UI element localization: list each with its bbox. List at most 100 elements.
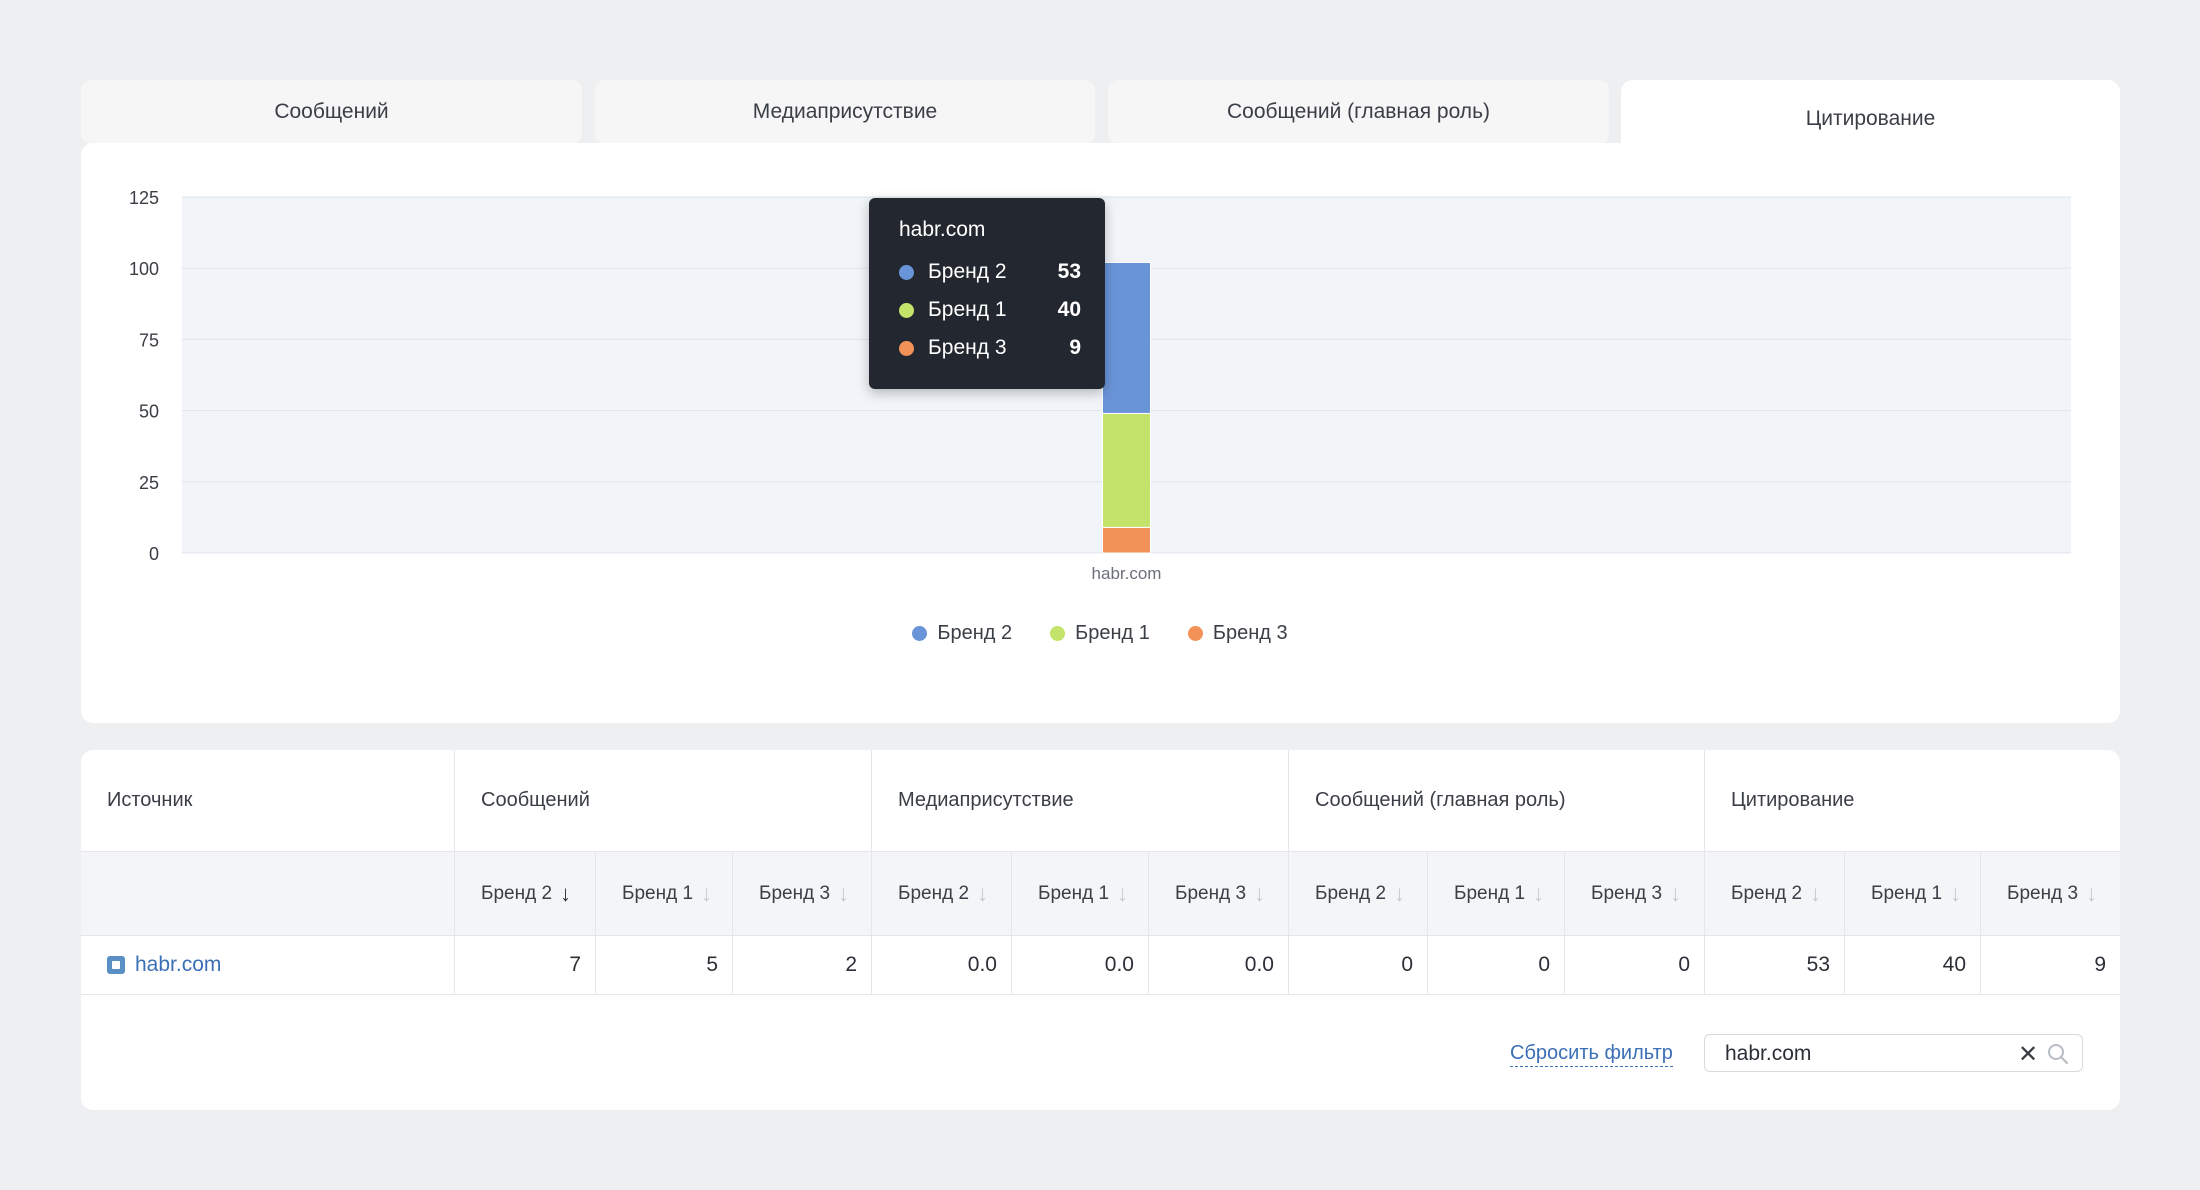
sort-arrow-icon: ↓ xyxy=(977,881,989,906)
search-input[interactable] xyxy=(1723,1039,2007,1069)
sort-arrow-icon: ↓ xyxy=(1254,881,1266,906)
tab-messages-main-role[interactable]: Сообщений (главная роль) xyxy=(1108,80,1609,144)
table-cell: 2 xyxy=(733,936,872,994)
legend-item-brand1[interactable]: Бренд 1 xyxy=(1050,622,1150,645)
sub-header-label: Бренд 3 xyxy=(1175,883,1247,904)
table-cell: 40 xyxy=(1845,936,1981,994)
table-cell: 7 xyxy=(455,936,596,994)
tooltip-label: Бренд 1 xyxy=(928,298,1007,321)
search-icon[interactable] xyxy=(2047,1043,2069,1065)
sub-header-row: Бренд 2 ↓ Бренд 1 ↓ Бренд 3 ↓ Бренд 2 ↓ Брен… xyxy=(81,851,2120,936)
tooltip-row: Бренд 2 53 xyxy=(899,259,1081,285)
sub-header-label: Бренд 1 xyxy=(1871,883,1943,904)
bar-segment xyxy=(1102,526,1151,554)
habr-favicon-icon xyxy=(107,956,125,974)
sort-header-brand1[interactable]: Бренд 1 ↓ xyxy=(1428,852,1565,936)
sort-arrow-icon: ↓ xyxy=(701,881,713,906)
sort-header-brand3[interactable]: Бренд 3 ↓ xyxy=(1149,852,1289,936)
y-tick-label: 125 xyxy=(129,188,159,208)
legend-item-brand3[interactable]: Бренд 3 xyxy=(1187,622,1288,645)
sort-header-brand3[interactable]: Бренд 3 ↓ xyxy=(1981,852,2120,936)
sub-header-label: Бренд 3 xyxy=(2007,883,2079,904)
sort-arrow-icon: ↓ xyxy=(1950,881,1962,906)
legend-label: Бренд 3 xyxy=(1212,622,1288,644)
sub-header-label: Бренд 2 xyxy=(1731,883,1803,904)
sort-arrow-icon: ↓ xyxy=(1810,881,1822,906)
group-header-citation: Цитирование xyxy=(1731,789,1855,811)
tab-bar: Сообщений Медиаприсутствие Сообщений (гл… xyxy=(81,80,2120,158)
column-header-source[interactable]: Источник xyxy=(81,750,455,851)
chart-tooltip: habr.com Бренд 2 53 Бренд 1 40 Бренд 3 9 xyxy=(869,198,1105,389)
y-tick-label: 75 xyxy=(139,330,159,350)
series-dot-icon xyxy=(1187,626,1203,641)
sort-arrow-icon: ↓ xyxy=(1394,881,1406,906)
sub-header-label: Бренд 1 xyxy=(1454,883,1526,904)
table-cell: 0 xyxy=(1289,936,1428,994)
sub-header-label: Бренд 3 xyxy=(759,883,831,904)
sub-header-label: Бренд 2 xyxy=(481,883,553,904)
group-header-messages: Сообщений xyxy=(455,750,872,851)
table-cell: 0.0 xyxy=(1149,936,1289,994)
table-cell: 0 xyxy=(1428,936,1565,994)
table-row: habr.com 7 5 2 0.0 0.0 0.0 0 0 0 53 40 9 xyxy=(81,936,2120,995)
group-header-media-presence: Медиаприсутствие xyxy=(872,750,1289,851)
legend-label: Бренд 1 xyxy=(1075,622,1150,644)
tab-citation[interactable]: Цитирование xyxy=(1621,80,2120,158)
chart-legend: Бренд 2 Бренд 1 Бренд 3 xyxy=(0,622,2200,645)
legend-label: Бренд 2 xyxy=(937,622,1013,644)
group-header-messages-main-role: Сообщений (главная роль) xyxy=(1289,750,1705,851)
sort-arrow-icon: ↓ xyxy=(1117,881,1129,906)
tooltip-label: Бренд 2 xyxy=(928,260,1007,283)
sub-header-label: Бренд 2 xyxy=(898,883,970,904)
sort-arrow-icon: ↓ xyxy=(2086,881,2098,906)
tooltip-row: Бренд 3 9 xyxy=(899,335,1081,361)
table-cell: 5 xyxy=(596,936,733,994)
tooltip-value: 40 xyxy=(1057,298,1081,321)
sort-header-brand2[interactable]: Бренд 2 ↓ xyxy=(455,852,596,936)
sort-arrow-icon: ↓ xyxy=(1533,881,1545,906)
sort-header-brand1[interactable]: Бренд 1 ↓ xyxy=(1012,852,1149,936)
y-tick-label: 100 xyxy=(129,259,159,279)
reset-filter-link[interactable]: Сбросить фильтр xyxy=(1510,1040,1673,1067)
sort-arrow-icon: ↓ xyxy=(1670,881,1682,906)
bar-segment xyxy=(1102,412,1151,528)
close-icon[interactable]: ✕ xyxy=(2018,1041,2039,1068)
stacked-bar-chart: 0 25 50 75 100 125 habr.com xyxy=(129,188,2071,583)
sort-header-brand3[interactable]: Бренд 3 ↓ xyxy=(733,852,872,936)
sort-header-brand2[interactable]: Бренд 2 ↓ xyxy=(1289,852,1428,936)
sub-header-empty xyxy=(81,852,455,936)
table-cell: 9 xyxy=(2094,953,2106,976)
sort-header-brand2[interactable]: Бренд 2 ↓ xyxy=(872,852,1012,936)
y-tick-label: 0 xyxy=(149,544,159,564)
table-cell: 0 xyxy=(1565,936,1705,994)
y-tick-label: 25 xyxy=(139,473,159,493)
tooltip-value: 53 xyxy=(1057,260,1081,283)
tooltip-label: Бренд 3 xyxy=(928,336,1007,359)
table-cell: 53 xyxy=(1705,936,1845,994)
series-dot-icon xyxy=(899,264,914,280)
sort-arrow-icon: ↓ xyxy=(560,881,572,906)
search-box: ✕ xyxy=(1704,1034,2083,1072)
bar-segment xyxy=(1102,262,1151,414)
sort-header-brand2[interactable]: Бренд 2 ↓ xyxy=(1705,852,1845,936)
sort-header-brand1[interactable]: Бренд 1 ↓ xyxy=(596,852,733,936)
table-cell: 0.0 xyxy=(872,936,1012,994)
sub-header-label: Бренд 1 xyxy=(1038,883,1110,904)
sort-header-brand1[interactable]: Бренд 1 ↓ xyxy=(1845,852,1981,936)
tab-messages[interactable]: Сообщений xyxy=(81,80,582,144)
chart-card: 0 25 50 75 100 125 habr.com xyxy=(81,143,2120,723)
sub-header-label: Бренд 3 xyxy=(1591,883,1663,904)
series-dot-icon xyxy=(1050,626,1066,641)
sub-header-label: Бренд 1 xyxy=(622,883,694,904)
tooltip-value: 9 xyxy=(1069,336,1081,359)
table-cell: 0.0 xyxy=(1012,936,1149,994)
source-label: habr.com xyxy=(135,953,222,976)
data-table: Источник Сообщений Медиаприсутствие Сооб… xyxy=(81,750,2120,1110)
x-tick-label: habr.com xyxy=(1092,564,1162,583)
y-tick-label: 50 xyxy=(139,402,159,422)
tab-media-presence[interactable]: Медиаприсутствие xyxy=(595,80,1095,144)
legend-item-brand2[interactable]: Бренд 2 xyxy=(912,622,1012,645)
sub-header-label: Бренд 2 xyxy=(1315,883,1387,904)
source-link[interactable]: habr.com xyxy=(81,936,455,994)
sort-header-brand3[interactable]: Бренд 3 ↓ xyxy=(1565,852,1705,936)
